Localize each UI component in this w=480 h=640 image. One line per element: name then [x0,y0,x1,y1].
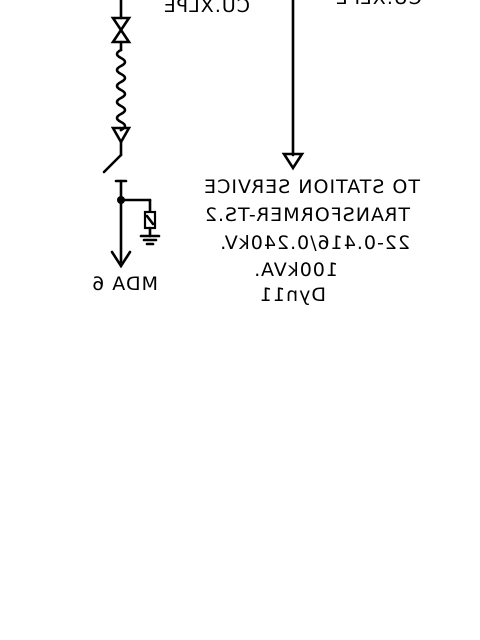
left-feeder [102,0,132,269]
mda-label: MDA 6 [91,273,158,295]
ts-line-1: TO STATION SERVICE [203,176,421,198]
cable-label-left: CU.XLPE [163,0,250,17]
surge-arrester [119,198,161,246]
arrow-to-transformer [281,152,305,171]
station-service-label: TO STATION SERVICE TRANSFORMER-TS.2 22-0… [203,176,421,306]
ts-line-4: 100kVA. [253,259,338,281]
cable-coil [115,48,127,132]
ts-line-2: TRANSFORMER-TS.2 [204,204,411,226]
switch-blade [102,153,123,174]
cable-termination-bottom [110,126,132,145]
ts-line-3: 22-0.416/0.240kV. [219,232,410,254]
cable-termination-top [110,16,132,44]
ts-line-5: Dyn11 [259,284,326,306]
cable-label-right: CU.XLPE [335,0,422,9]
arrow-to-mda [110,250,132,269]
right-feeder [281,0,305,171]
